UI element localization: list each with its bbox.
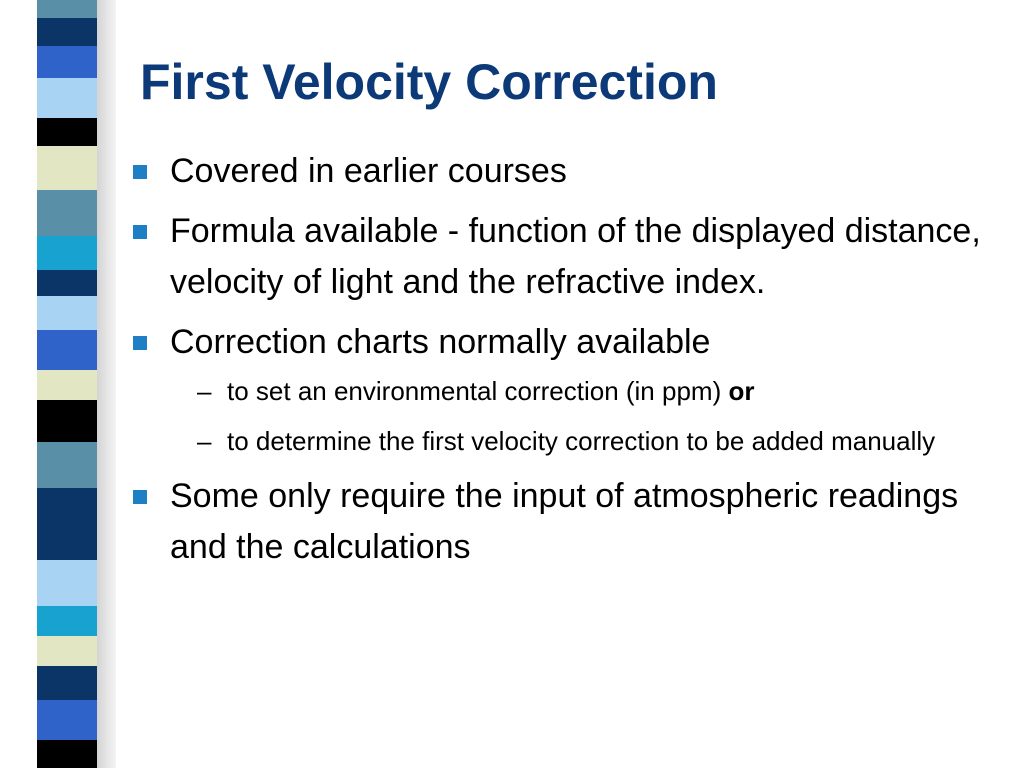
dash-bullet-icon: – <box>197 376 212 406</box>
bullet-text: Correction charts normally available <box>170 323 711 361</box>
strip-color-block <box>37 190 97 236</box>
strip-color-block <box>37 442 97 488</box>
bullet-text: Some only require the input of atmospher… <box>170 477 959 566</box>
sub-bullet-item: – to determine the first velocity correc… <box>183 420 1010 462</box>
strip-color-block <box>37 0 97 18</box>
bullet-list: Covered in earlier courses Formula avail… <box>130 146 1010 582</box>
sub-bullet-emphasis: or <box>728 376 755 406</box>
strip-color-block <box>37 510 97 560</box>
square-bullet-icon <box>133 336 147 350</box>
sub-bullet-text: to set an environmental correction (in p… <box>227 376 729 406</box>
bullet-item: Correction charts normally available – t… <box>130 317 1010 462</box>
strip-color-block <box>37 606 97 636</box>
strip-color-block <box>37 700 97 740</box>
bullet-text: Formula available - function of the disp… <box>170 212 981 301</box>
strip-color-block <box>37 270 97 296</box>
dash-bullet-icon: – <box>197 426 212 456</box>
strip-color-block <box>37 560 97 606</box>
strip-color-block <box>37 636 97 666</box>
bullet-item: Formula available - function of the disp… <box>130 206 1010 308</box>
sub-bullet-text: to determine the first velocity correcti… <box>227 426 936 456</box>
strip-color-block <box>37 146 97 190</box>
strip-color-block <box>37 296 97 330</box>
strip-color-block <box>37 78 97 118</box>
strip-color-block <box>37 370 97 400</box>
sub-bullet-list: – to set an environmental correction (in… <box>170 370 1010 462</box>
decorative-color-strip <box>37 0 97 768</box>
bullet-text: Covered in earlier courses <box>170 152 567 190</box>
strip-color-block <box>37 400 97 442</box>
strip-color-block <box>37 236 97 270</box>
strip-color-block <box>37 46 97 78</box>
square-bullet-icon <box>133 165 147 179</box>
bullet-item: Some only require the input of atmospher… <box>130 471 1010 573</box>
square-bullet-icon <box>133 225 147 239</box>
strip-color-block <box>37 18 97 46</box>
sub-bullet-item: – to set an environmental correction (in… <box>183 370 1010 412</box>
square-bullet-icon <box>133 490 147 504</box>
strip-color-block <box>37 740 97 768</box>
strip-color-block <box>37 118 97 146</box>
strip-color-block <box>37 488 97 510</box>
strip-color-block <box>37 666 97 700</box>
slide-title: First Velocity Correction <box>140 54 718 110</box>
bullet-item: Covered in earlier courses <box>130 146 1010 197</box>
strip-color-block <box>37 330 97 370</box>
